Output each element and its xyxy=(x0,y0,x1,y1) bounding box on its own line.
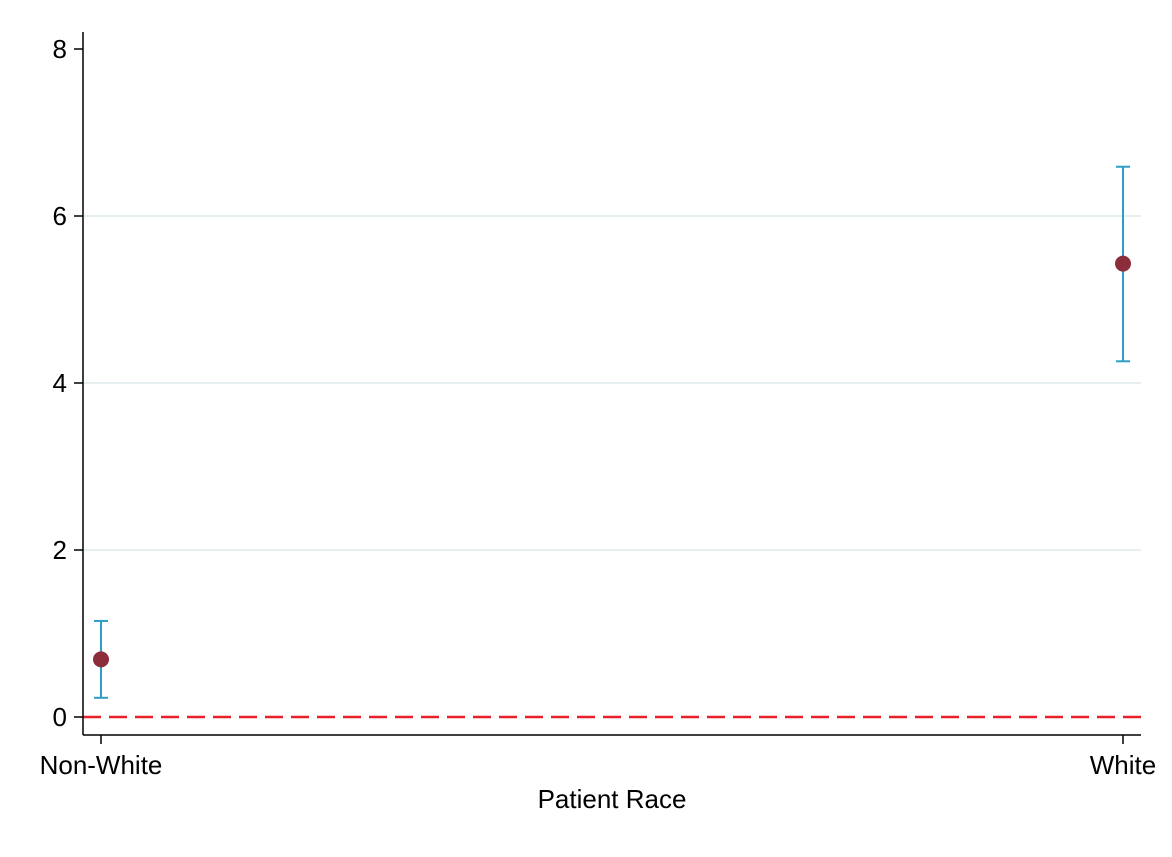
x-tick-label: Non-White xyxy=(40,750,163,780)
data-points xyxy=(93,255,1131,668)
data-point xyxy=(93,651,109,668)
y-tick-label: 8 xyxy=(53,34,67,64)
grid-lines xyxy=(83,215,1141,551)
x-axis-title: Patient Race xyxy=(538,784,687,814)
error-bars xyxy=(94,165,1130,699)
data-point xyxy=(1115,255,1131,272)
x-tick-label: White xyxy=(1090,750,1156,780)
y-tick-label: 2 xyxy=(53,535,67,565)
y-tick-label: 6 xyxy=(53,201,67,231)
y-tick-label: 4 xyxy=(53,368,67,398)
x-ticks: Non-White White xyxy=(40,735,1156,780)
y-ticks: 0 2 4 6 8 xyxy=(53,34,83,732)
y-tick-label: 0 xyxy=(53,702,67,732)
